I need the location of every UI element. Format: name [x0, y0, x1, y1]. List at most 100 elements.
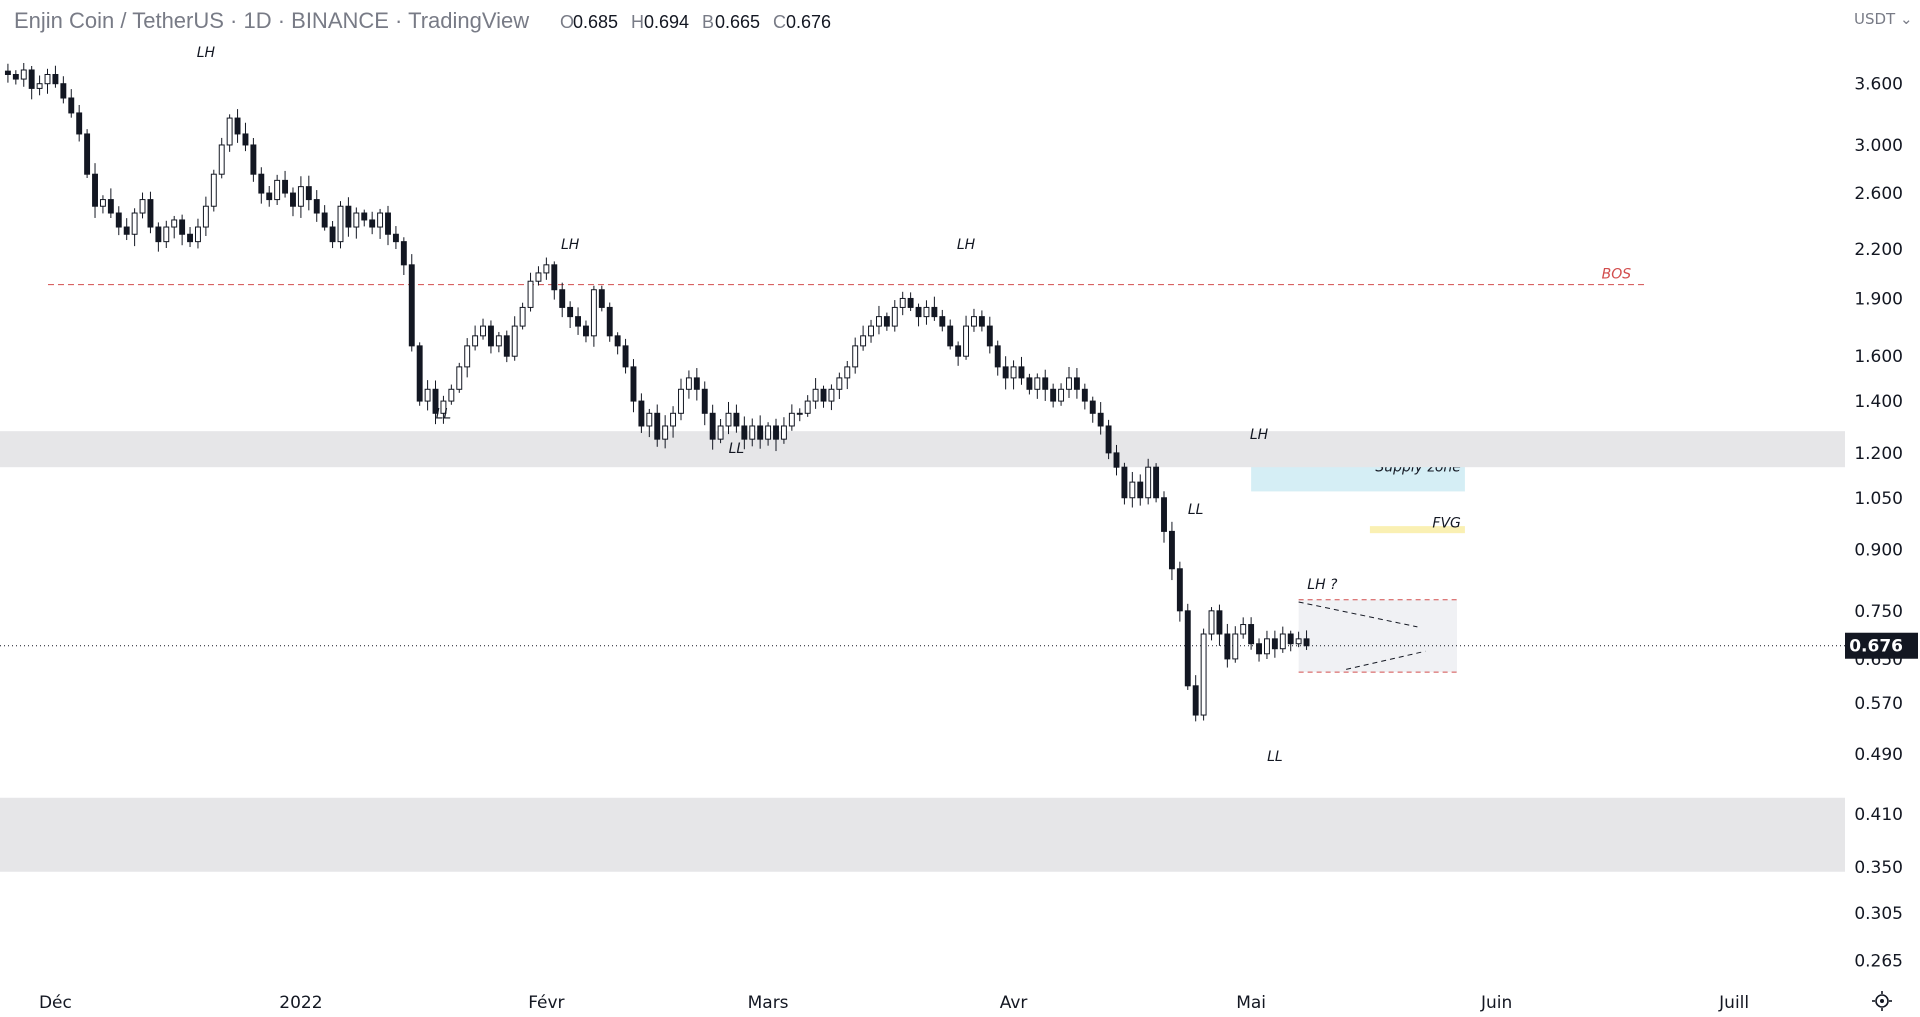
candle-body: [693, 377, 700, 390]
candle-body: [1081, 388, 1088, 402]
candle-body: [305, 186, 312, 201]
candle-body: [836, 377, 843, 390]
candle: [1200, 628, 1207, 721]
candle: [345, 197, 352, 237]
candle-body: [733, 412, 740, 427]
price-tick-label: 0.490: [1854, 745, 1903, 765]
candle: [598, 285, 605, 312]
candle-body: [1279, 633, 1286, 650]
candle-body: [313, 199, 320, 214]
candle: [290, 187, 296, 217]
candle: [994, 340, 1001, 376]
candle-body: [321, 212, 328, 228]
candle-body: [1058, 388, 1065, 402]
candle: [321, 205, 328, 231]
settings-gear-icon[interactable]: [1872, 991, 1892, 1011]
range-box: [1298, 599, 1457, 673]
candle: [1184, 603, 1191, 690]
candle-body: [899, 297, 906, 308]
candle-body: [155, 226, 162, 243]
candle: [163, 220, 170, 249]
candle-body: [337, 205, 344, 243]
candle-body: [1192, 685, 1199, 716]
candle-body: [606, 306, 613, 337]
candle: [1216, 604, 1223, 646]
candle: [60, 76, 67, 104]
candle: [883, 312, 890, 331]
candle-body: [1153, 466, 1160, 499]
price-tick-label: 1.400: [1854, 392, 1903, 412]
candle: [432, 380, 439, 425]
time-axis[interactable]: Déc 2022 Févr Mars Avr Mai Juin Juill: [39, 993, 1749, 1013]
candle-body: [535, 272, 542, 282]
candle-body: [440, 400, 447, 414]
candle-body: [986, 325, 993, 347]
candle: [606, 302, 613, 342]
candle: [202, 196, 209, 236]
price-tick-label: 0.350: [1854, 858, 1903, 878]
ohlc-readout: O0.685 H 0.694 B 0.665 C 0.676: [560, 12, 831, 32]
candle-body: [559, 289, 566, 308]
candle-body: [290, 192, 296, 207]
candle-body: [1042, 377, 1049, 390]
annotation-ll: LL: [1267, 749, 1283, 765]
candle: [923, 300, 930, 325]
candle-body: [1066, 377, 1072, 390]
candle: [535, 266, 542, 286]
candle: [1295, 631, 1302, 648]
annotations-layer: LH LH LH LH LH ? LL LL LL LL: [197, 45, 1338, 765]
candle-body: [1121, 466, 1128, 499]
currency-label[interactable]: USDT: [1854, 10, 1896, 28]
candle-body: [820, 388, 827, 402]
ohlc-value-o: 0.685: [573, 12, 618, 32]
candle: [773, 418, 779, 452]
price-tick-label: 0.570: [1854, 694, 1903, 714]
candle-body: [891, 306, 898, 327]
candle: [187, 227, 193, 248]
candle-body: [4, 70, 11, 75]
candle-body: [361, 212, 368, 221]
candle: [868, 319, 874, 343]
candle: [503, 330, 510, 363]
candle: [733, 404, 740, 433]
candle: [519, 302, 526, 330]
candle-body: [1184, 610, 1191, 687]
candle-body: [583, 325, 589, 337]
price-tick-label: 0.305: [1854, 904, 1903, 924]
price-axis[interactable]: 3.600 3.000 2.600 2.200 1.900 1.600 1.400 1.200…: [1845, 75, 1918, 972]
candle: [1287, 630, 1294, 652]
candle: [234, 109, 241, 143]
ohlc-key-b: B: [702, 12, 714, 32]
candle-body: [12, 73, 19, 80]
candle-body: [622, 345, 629, 368]
candle: [416, 342, 423, 406]
candle: [448, 384, 455, 405]
candle-body: [1089, 400, 1096, 414]
currency-chevron-icon[interactable]: ⌄: [1900, 10, 1913, 28]
candle: [179, 214, 186, 246]
candle-body: [202, 205, 209, 228]
candle: [1224, 623, 1231, 668]
annotation-lh: LH: [957, 237, 976, 253]
candle: [28, 65, 35, 100]
candle: [590, 285, 597, 347]
candle-body: [1168, 530, 1175, 570]
candle: [218, 137, 225, 179]
candle-body: [179, 219, 186, 235]
candle: [780, 417, 787, 444]
candle-body: [1248, 624, 1255, 645]
price-tick-label: 0.265: [1854, 951, 1903, 971]
price-tick-label: 1.200: [1854, 444, 1903, 464]
candle-body: [131, 212, 138, 235]
price-tick-label: 0.900: [1854, 541, 1903, 561]
candle: [195, 218, 201, 249]
candle: [567, 301, 574, 328]
candles-layer: [4, 62, 1310, 722]
symbol-title[interactable]: Enjin Coin / TetherUS · 1D · BINANCE · T…: [14, 8, 529, 33]
candle-body: [812, 388, 819, 402]
candle-body: [1105, 425, 1112, 454]
candle-body: [1303, 638, 1310, 647]
candle-body: [99, 199, 106, 207]
